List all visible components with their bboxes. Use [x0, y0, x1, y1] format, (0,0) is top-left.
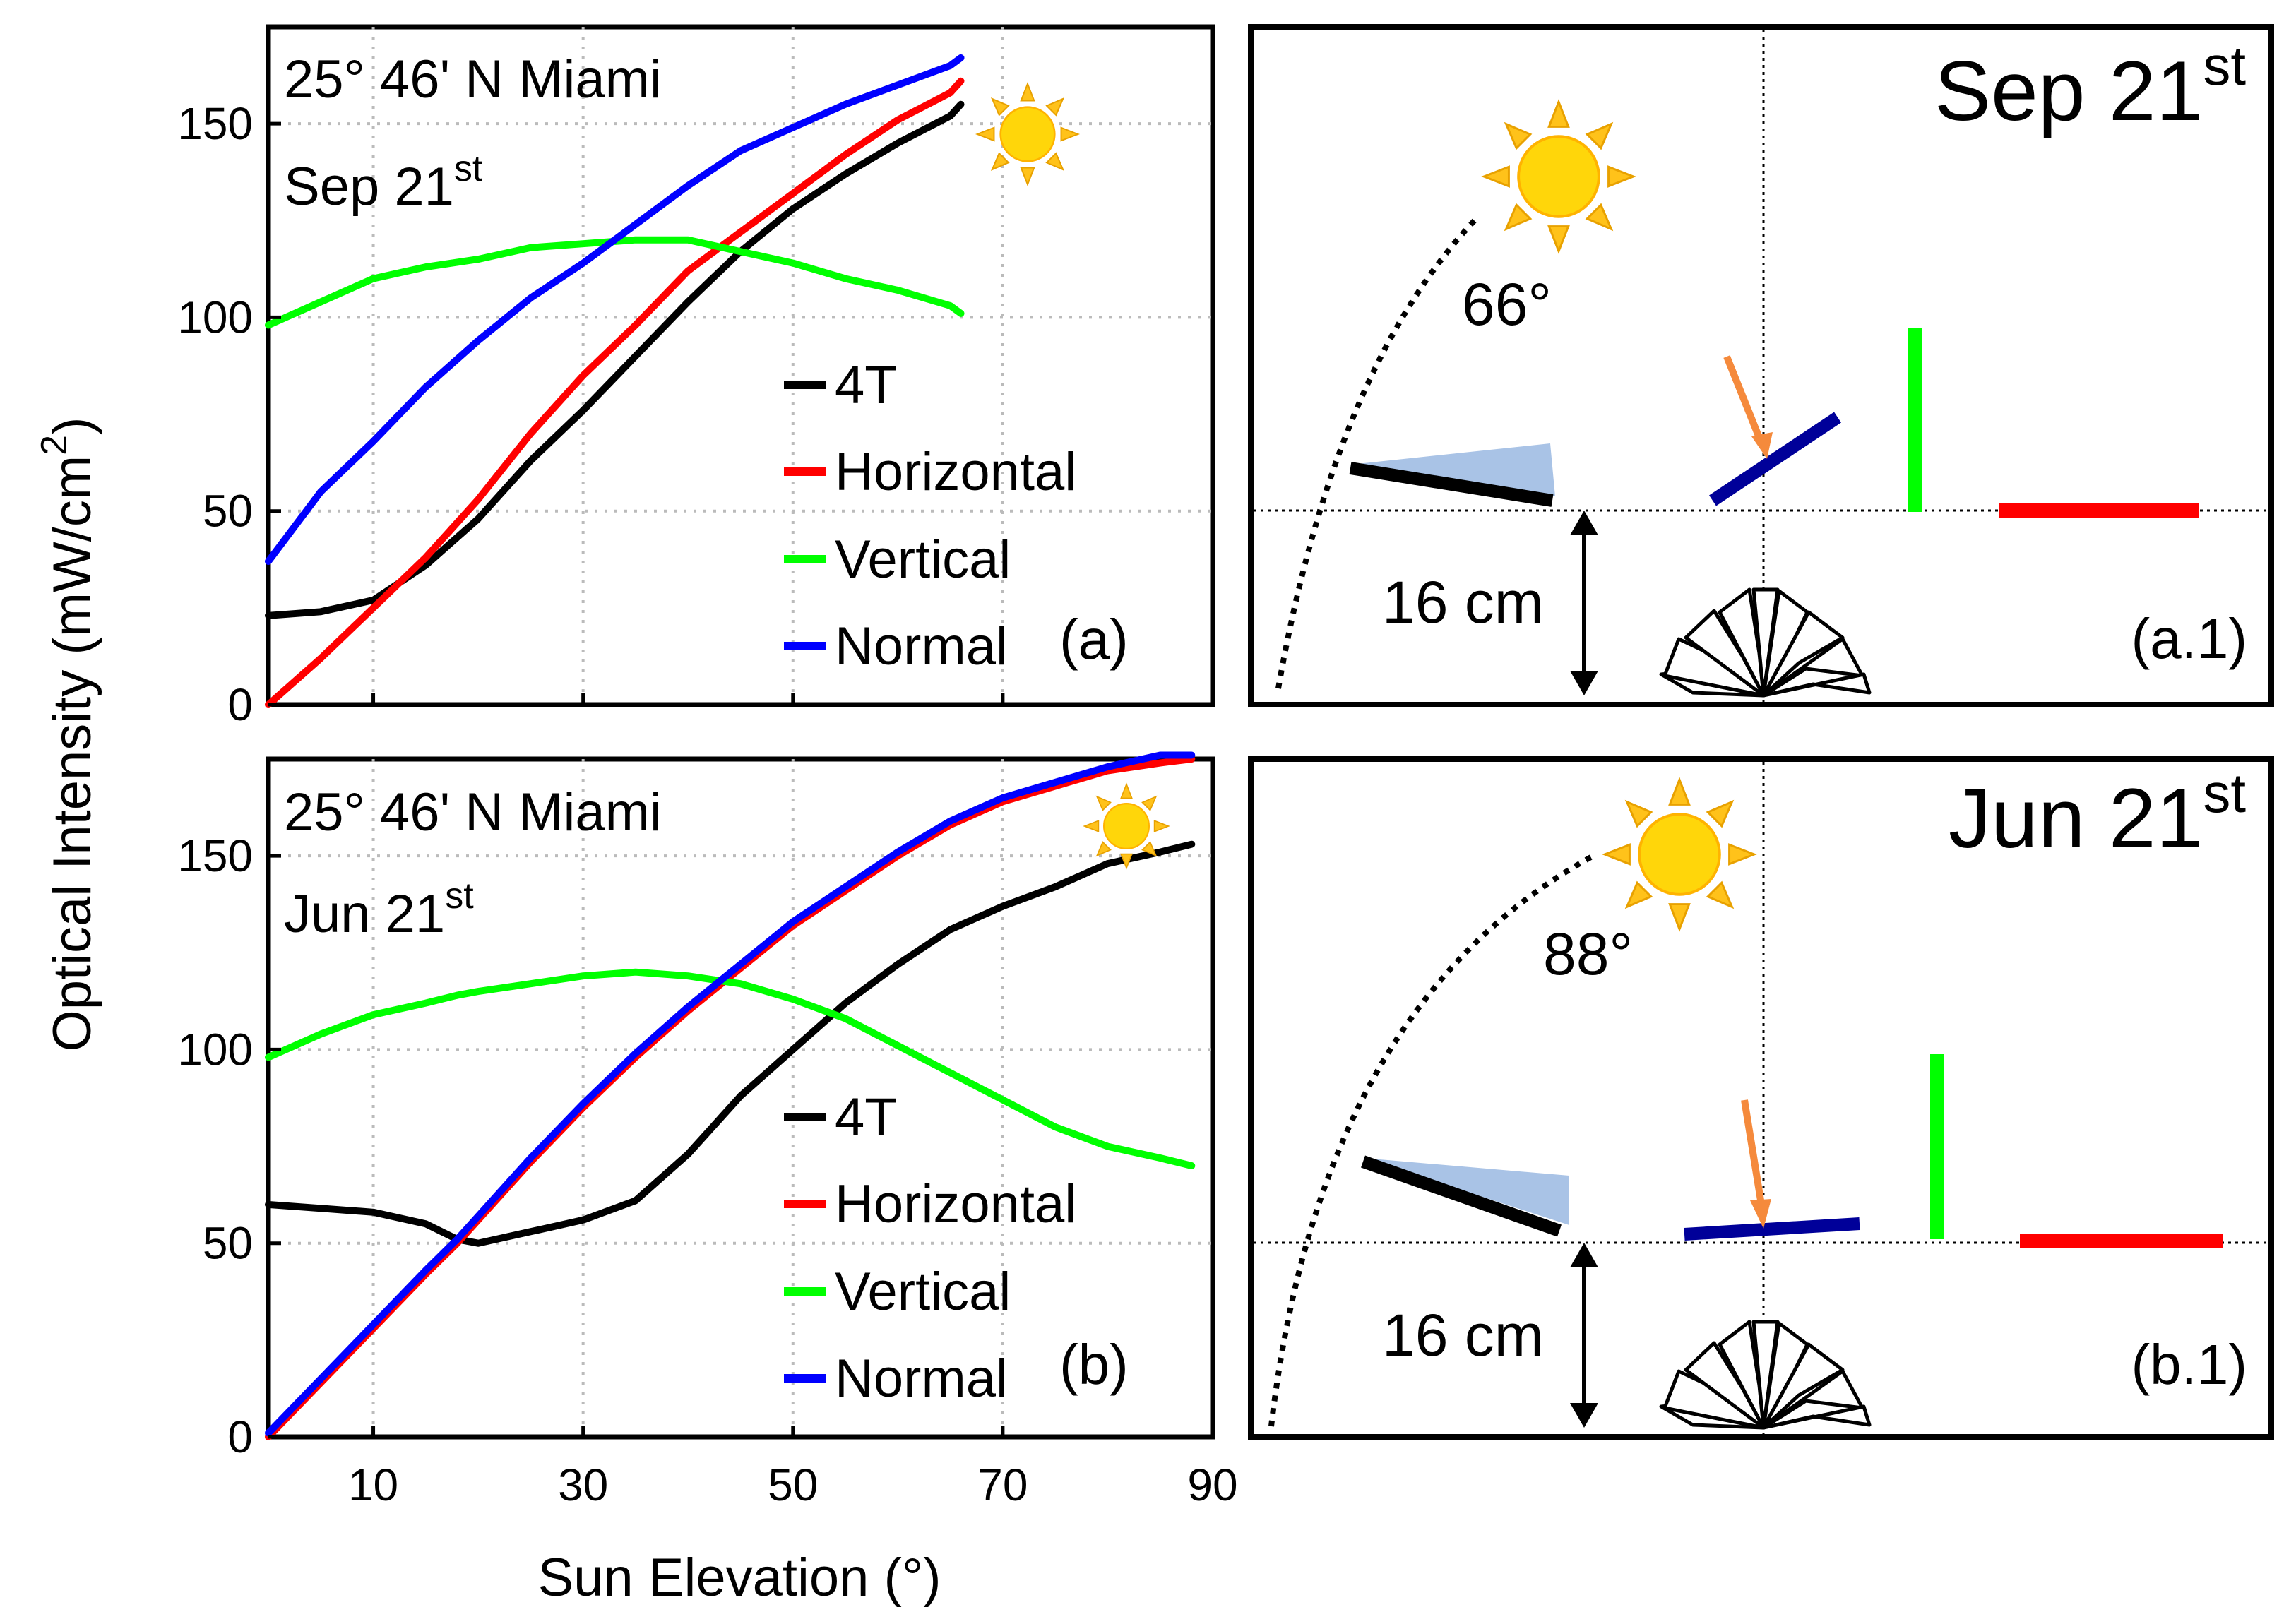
x-tick-label: 30 — [558, 1459, 608, 1510]
chart-b-title: 25° 46' N Miami — [284, 782, 662, 842]
x-tick-labels: 10 30 50 70 90 — [348, 1459, 1238, 1510]
y-tick-label: 150 — [177, 98, 253, 149]
tracker-4t-panel — [1361, 1155, 1562, 1237]
incident-ray-arrow — [1741, 1099, 1766, 1210]
diagram-b1-label: (b.1) — [2131, 1333, 2248, 1396]
sun-path-arc — [1268, 852, 1598, 1427]
sun-path-arc — [1275, 217, 1478, 689]
series-normal — [265, 54, 965, 565]
normal-panel — [1684, 1217, 1860, 1241]
series-vertical — [265, 968, 1196, 1169]
chart-a-series — [265, 54, 965, 708]
chart-a-sun-icon — [976, 83, 1079, 186]
sun-icon — [1603, 778, 1756, 931]
diagram-a1-label: (a.1) — [2131, 607, 2248, 670]
diagram-a1: 66° 16 cm Sep 21st (a.1) — [1248, 24, 2274, 707]
x-tick-label: 50 — [768, 1459, 818, 1510]
legend-horizontal-label: Horizontal — [835, 442, 1076, 502]
y-tick-label: 50 — [203, 1218, 253, 1269]
chart-a-subtitle: Sep 21st — [284, 148, 483, 217]
chart-a-panel-label: (a) — [1059, 608, 1129, 671]
distance-arrow-head-bottom — [1570, 671, 1598, 695]
y-tick-label: 0 — [227, 1411, 253, 1462]
y-tick-label: 50 — [203, 486, 253, 537]
series-normal — [265, 751, 1196, 1437]
series-horizontal — [265, 77, 965, 708]
distance-label: 16 cm — [1382, 1302, 1544, 1368]
series-vertical — [265, 236, 965, 329]
chart-a-frame — [266, 24, 1215, 707]
y-tick-label: 100 — [177, 1024, 253, 1075]
distance-arrow-head-top — [1570, 1243, 1598, 1267]
chart-b: 0 50 100 150 25° 46' N Miami Jun 21st 4T Ho… — [177, 751, 1215, 1462]
chart-a-grid — [268, 27, 1213, 705]
tracker-shade — [1350, 443, 1555, 496]
incident-ray-arrow — [1723, 355, 1766, 446]
x-tick-label: 70 — [977, 1459, 1028, 1510]
legend-4t-label: 4T — [835, 1087, 898, 1147]
legend-4t-label: 4T — [835, 355, 898, 415]
y-tick-label: 100 — [177, 292, 253, 342]
y-axis-label: Optical Intensity (mW/cm2) — [34, 417, 102, 1052]
legend-normal-label: Normal — [835, 616, 1008, 676]
arrow-head — [1750, 1199, 1771, 1229]
chart-b-subtitle: Jun 21st — [284, 876, 474, 944]
legend-vertical-label: Vertical — [835, 1262, 1011, 1322]
legend-vertical-label: Vertical — [835, 530, 1011, 590]
chart-b-y-ticks: 0 50 100 150 — [177, 830, 1215, 1462]
chart-a-legend: 4T Horizontal Vertical Normal — [784, 355, 1076, 676]
distance-label: 16 cm — [1382, 569, 1544, 635]
chart-b-panel-label: (b) — [1059, 1333, 1129, 1396]
tracker-4t-panel — [1349, 462, 1554, 507]
y-tick-label: 150 — [177, 830, 253, 881]
legend-horizontal-label: Horizontal — [835, 1174, 1076, 1234]
diagram-b1-date: Jun 21st — [1949, 762, 2246, 866]
diagram-b1: 88° 16 cm Jun 21st (b.1) — [1248, 756, 2274, 1440]
chart-a: 0 50 100 150 25° 46' N Miami Sep 21st 4T Ho… — [177, 24, 1215, 730]
legend-normal-label: Normal — [835, 1349, 1008, 1409]
series-4t — [265, 840, 1196, 1247]
chart-b-sun-icon — [1083, 783, 1170, 869]
elevation-angle: 66° — [1462, 271, 1552, 338]
sun-icon — [1482, 100, 1635, 253]
distance-arrow-head-top — [1570, 511, 1598, 535]
diagram-a1-date: Sep 21st — [1934, 35, 2246, 138]
chart-a-y-ticks: 0 50 100 150 — [177, 98, 1215, 730]
elevation-angle: 88° — [1543, 921, 1633, 987]
x-tick-label: 90 — [1187, 1459, 1237, 1510]
chart-a-title: 25° 46' N Miami — [284, 49, 662, 109]
arrow-head — [1751, 432, 1773, 459]
normal-panel — [1709, 412, 1841, 506]
y-tick-label: 0 — [227, 679, 253, 730]
chart-b-legend: 4T Horizontal Vertical Normal — [784, 1087, 1076, 1409]
distance-arrow-head-bottom — [1570, 1403, 1598, 1428]
chart-b-series — [265, 751, 1196, 1440]
x-tick-label: 10 — [348, 1459, 398, 1510]
x-axis-label: Sun Elevation (°) — [537, 1548, 941, 1608]
